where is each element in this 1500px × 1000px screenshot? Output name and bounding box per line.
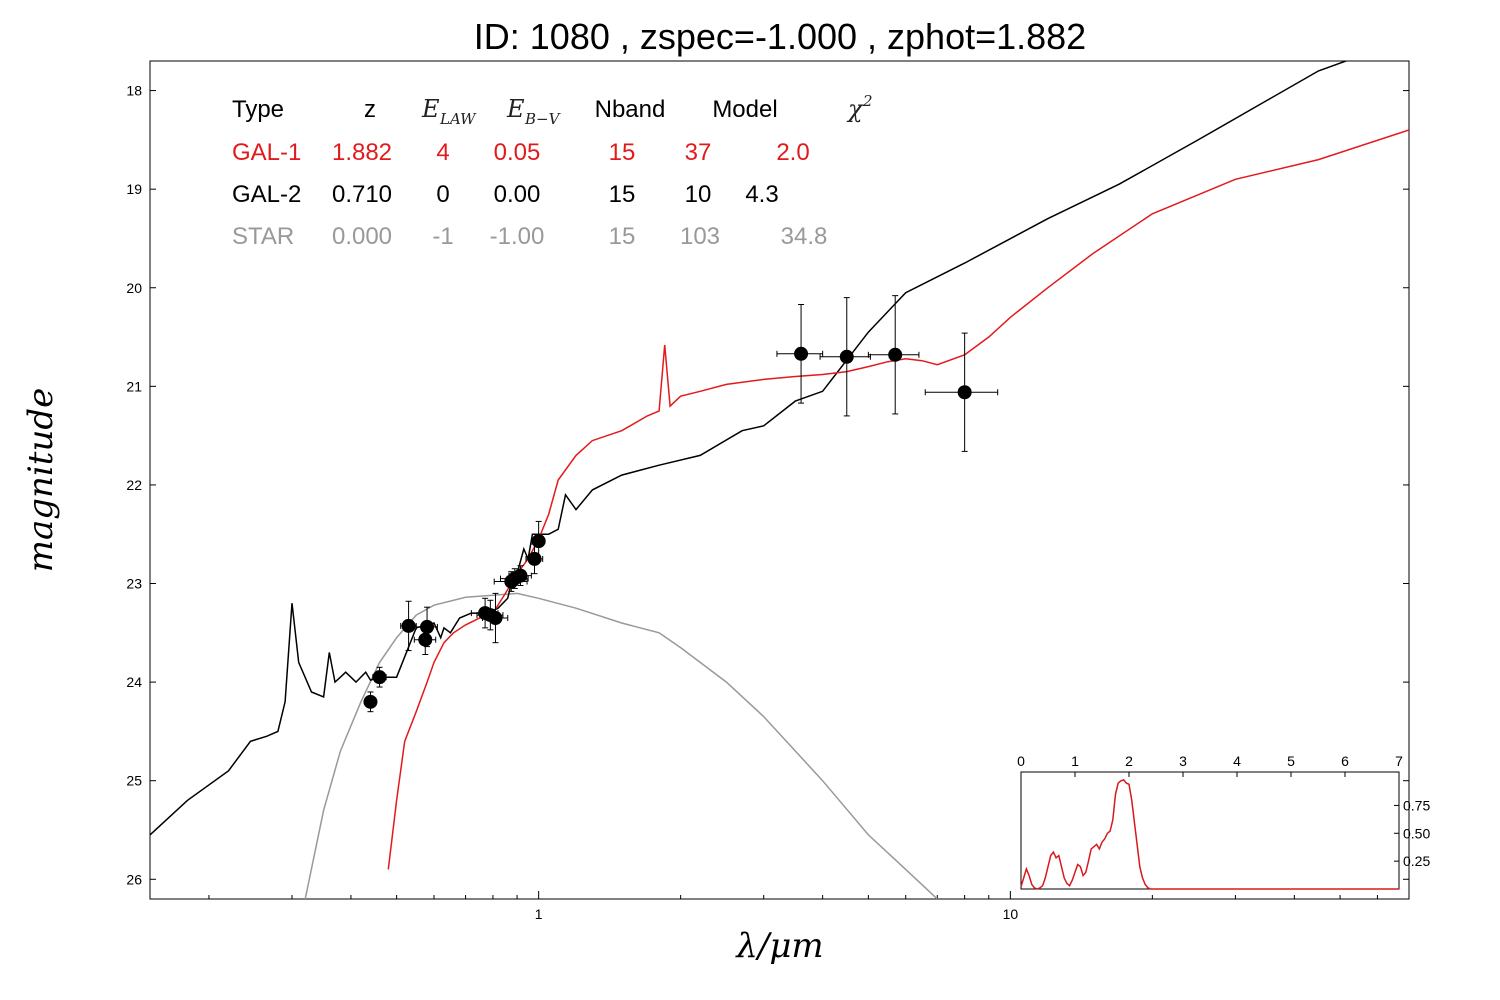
y-tick-label: 22	[126, 477, 142, 493]
photometry-marker	[531, 534, 546, 549]
inset-x-tick-label: 2	[1125, 753, 1133, 769]
header-model: Model	[712, 96, 777, 123]
header-ebv: E B−V	[506, 95, 562, 128]
header-elaw: E LAW	[421, 95, 477, 128]
legend-cell-star: -1	[432, 223, 453, 250]
photometry-point	[776, 304, 824, 404]
x-axis-label: λ/μm	[734, 926, 823, 966]
redshift-pdf-inset: 0 1 2 3 4 5 6 7 0.25 0.50 0.75	[1017, 753, 1430, 890]
photometry-marker	[488, 611, 503, 626]
x-ticks: 1 10	[208, 891, 1378, 922]
legend-cell-star: 103	[680, 223, 720, 250]
photometry-marker	[363, 694, 378, 709]
photometry-point	[525, 543, 544, 575]
header-type: Type	[232, 96, 284, 123]
inset-x-tick-label: 1	[1071, 753, 1079, 769]
photometry-point	[372, 666, 387, 688]
svg-text:B−V: B−V	[524, 110, 562, 128]
legend-cell-gal1: 15	[609, 139, 636, 166]
series-line-star	[304, 592, 938, 899]
legend-cell-gal2: 10	[685, 181, 712, 208]
legend-cell-star: STAR	[232, 223, 294, 250]
legend-cell-gal1: GAL-1	[232, 139, 301, 166]
legend-cell-star: -1.00	[490, 223, 545, 250]
inset-pdf-line	[1020, 778, 1399, 890]
photometry-marker	[420, 619, 435, 634]
legend-cell-star: 15	[609, 223, 636, 250]
photometry-marker	[372, 670, 387, 685]
photometry-marker	[794, 346, 809, 361]
inset-y-tick-label: 0.50	[1403, 825, 1430, 841]
photometry-point	[400, 600, 417, 652]
svg-text:E: E	[506, 95, 525, 123]
photometry-marker	[513, 568, 528, 583]
inset-x-tick-label: 7	[1395, 753, 1403, 769]
photometry-point	[867, 295, 920, 415]
y-tick-label: 18	[126, 83, 142, 99]
y-tick-label: 19	[126, 181, 142, 197]
svg-text:E: E	[421, 95, 440, 123]
photometry-point	[819, 297, 871, 417]
photometry-points	[363, 295, 999, 713]
y-tick-label: 21	[126, 378, 142, 394]
photometry-point	[508, 565, 532, 586]
photometry-point	[363, 691, 378, 713]
inset-frame	[1020, 771, 1400, 890]
inset-x-tick-label: 4	[1233, 753, 1241, 769]
inset-series	[1020, 778, 1399, 890]
photometry-point	[924, 332, 999, 452]
legend-cell-gal2: 15	[609, 181, 636, 208]
header-chi2-sup: 2	[862, 92, 873, 110]
legend-cell-star: 34.8	[781, 223, 828, 250]
y-tick-label: 23	[126, 576, 142, 592]
legend-cell-gal1: 4	[436, 139, 449, 166]
inset-ticks: 0 1 2 3 4 5 6 7 0.25 0.50 0.75	[1017, 753, 1430, 869]
photometry-marker	[839, 349, 854, 364]
svg-text:LAW: LAW	[439, 110, 477, 128]
inset-x-tick-label: 3	[1179, 753, 1187, 769]
inset-y-tick-label: 0.75	[1403, 797, 1430, 813]
legend-cell-gal2: 4.3	[745, 181, 778, 208]
header-z: z	[364, 96, 376, 123]
y-tick-label: 25	[126, 773, 142, 789]
legend-cell-gal1: 0.05	[494, 139, 541, 166]
photometry-marker	[401, 618, 416, 633]
inset-x-tick-label: 5	[1287, 753, 1295, 769]
series-line-gal1	[387, 129, 1409, 870]
legend-cell-gal2: 0	[436, 181, 449, 208]
chart-title: ID: 1080 , zspec=-1.000 , zphot=1.882	[473, 16, 1087, 57]
y-tick-label: 26	[126, 871, 142, 887]
legend-cell-star: 0.000	[332, 223, 392, 250]
inset-y-tick-label: 0.25	[1403, 853, 1430, 869]
inset-x-tick-label: 0	[1017, 753, 1025, 769]
legend-cell-gal2: GAL-2	[232, 181, 301, 208]
legend-table: Type z E LAW E B−V Nband Model χ GAL-1 1.…	[232, 92, 873, 250]
photometry-marker	[527, 551, 542, 566]
legend-cell-gal1: 37	[685, 139, 712, 166]
legend-cell-gal2: 0.00	[494, 181, 541, 208]
photometry-point	[481, 592, 509, 644]
legend-cell-gal2: 0.710	[332, 181, 392, 208]
photometry-marker	[957, 385, 972, 400]
inset-x-tick-label: 6	[1341, 753, 1349, 769]
legend-cell-gal1: 1.882	[332, 139, 392, 166]
photometry-marker	[888, 347, 903, 362]
plot-frame	[149, 60, 1410, 900]
series-line-gal2	[150, 61, 1349, 836]
photometry-point	[531, 520, 546, 562]
photometry-marker	[418, 632, 433, 647]
photometry-point	[413, 624, 437, 656]
y-axis-label: magnitude	[21, 388, 61, 573]
x-tick-label: 10	[1003, 906, 1019, 922]
legend-cell-gal1: 2.0	[776, 139, 809, 166]
header-chi2: χ	[846, 95, 864, 123]
header-nband: Nband	[595, 96, 666, 123]
y-tick-label: 20	[126, 280, 142, 296]
y-tick-label: 24	[126, 674, 142, 690]
x-tick-label: 1	[535, 906, 543, 922]
